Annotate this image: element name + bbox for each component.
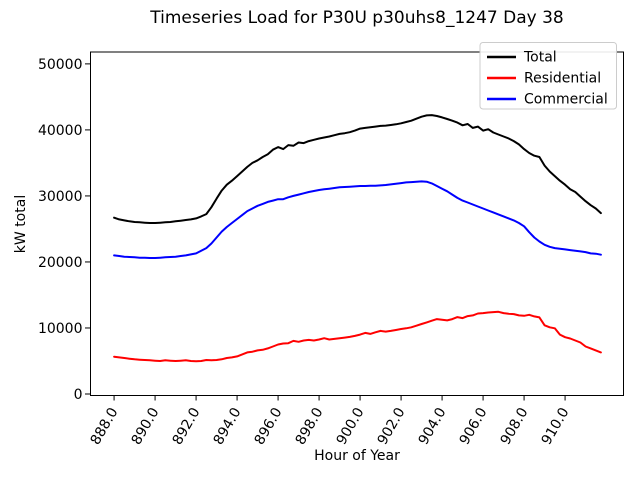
series-line-residential xyxy=(113,310,602,363)
y-tick-label: 40000 xyxy=(38,123,83,139)
x-tick-label: 902.0 xyxy=(375,405,409,448)
series-line-total xyxy=(113,114,602,224)
legend-label-total: Total xyxy=(523,50,557,66)
legend-frame xyxy=(479,42,617,110)
x-tick-label: 888.0 xyxy=(88,405,122,448)
y-tick-label: 50000 xyxy=(38,57,83,73)
y-tick-label: 30000 xyxy=(38,189,83,205)
plot-area-border xyxy=(90,51,624,396)
y-tick-label: 20000 xyxy=(38,255,83,271)
x-tick-label: 890.0 xyxy=(129,405,163,448)
axis-ticks-layer: 888.0 890.0 892.0 894.0 896.0 898.0 900.0 902.0… xyxy=(38,57,573,448)
x-tick-label: 906.0 xyxy=(457,405,491,448)
x-axis-label: Hour of Year xyxy=(314,448,400,464)
x-tick-label: 904.0 xyxy=(416,405,450,448)
y-tick-label: 10000 xyxy=(38,321,83,337)
x-tick-label: 908.0 xyxy=(498,405,532,448)
series-layer xyxy=(113,114,602,363)
y-axis-label: kW total xyxy=(13,195,29,253)
legend-label-residential: Residential xyxy=(524,71,601,87)
x-tick-label: 894.0 xyxy=(211,405,245,448)
series-line-commercial xyxy=(113,180,602,259)
chart-title: Timeseries Load for P30U p30uhs8_1247 Da… xyxy=(149,8,563,28)
x-tick-label: 896.0 xyxy=(252,405,286,448)
x-tick-label: 892.0 xyxy=(170,405,204,448)
legend-label-commercial: Commercial xyxy=(524,92,608,108)
x-tick-label: 898.0 xyxy=(293,405,327,448)
legend: Total Residential Commercial xyxy=(479,42,617,110)
y-tick-label: 0 xyxy=(74,387,83,403)
x-tick-label: 900.0 xyxy=(334,405,368,448)
x-tick-label: 910.0 xyxy=(539,405,573,448)
